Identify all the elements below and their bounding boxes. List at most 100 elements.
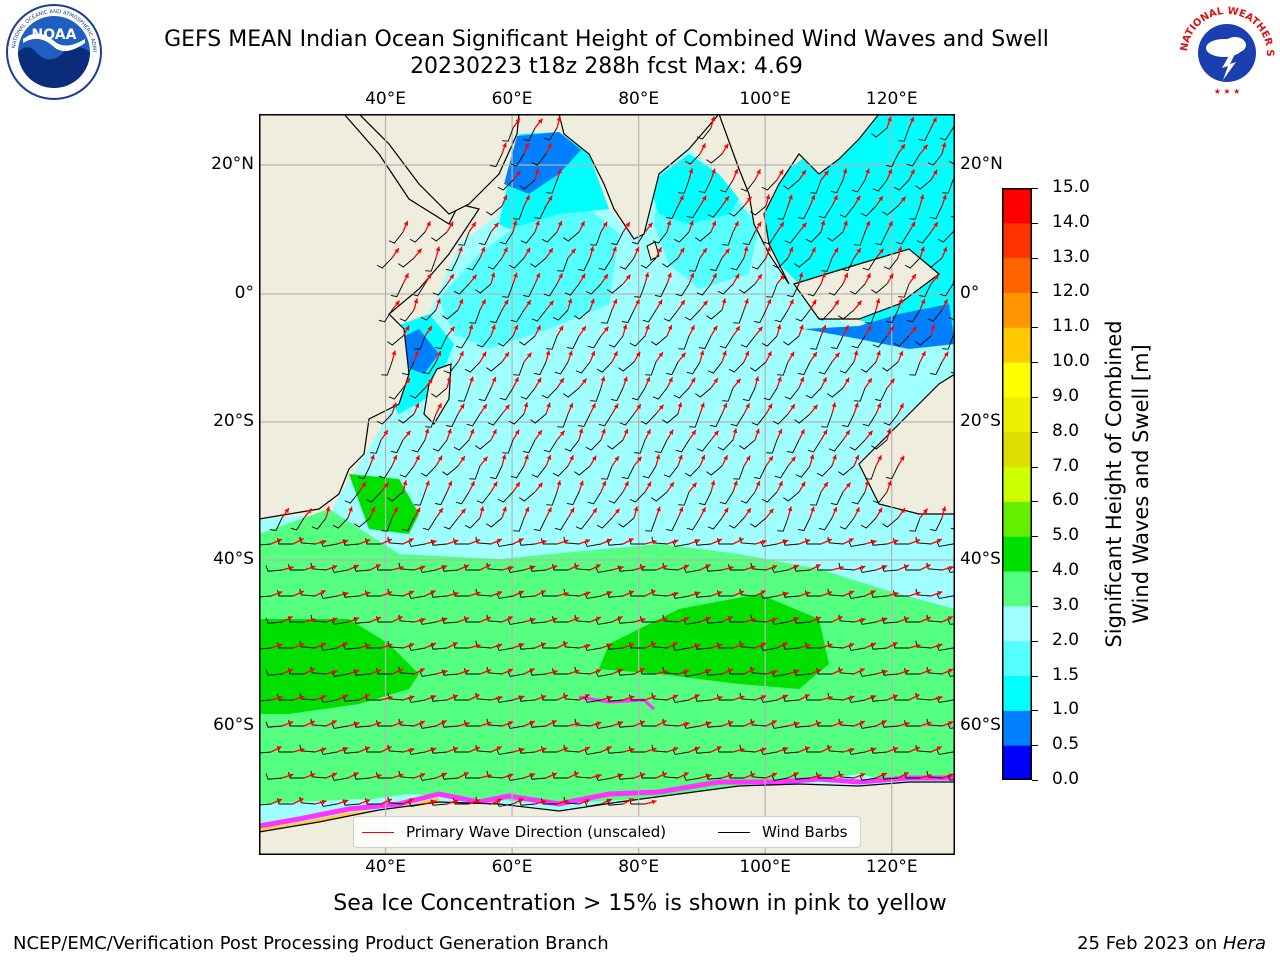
wind-barb — [445, 413, 459, 428]
wave-direction-arrowhead — [826, 538, 832, 544]
wave-direction-arrowhead — [699, 350, 705, 356]
wave-direction-arrowhead — [832, 506, 838, 512]
wind-barb — [464, 517, 481, 529]
wind-barb — [782, 591, 800, 598]
wave-direction-arrowhead — [701, 195, 707, 201]
colorbar-tick-label: 3.0 — [1052, 594, 1080, 615]
wave-direction-arrowhead — [644, 272, 650, 278]
wind-barb — [320, 696, 338, 703]
wind-barb — [783, 335, 800, 346]
wave-direction-arrowhead — [288, 721, 294, 726]
wave-direction-arrowhead — [689, 272, 695, 278]
wind-barb — [507, 670, 525, 677]
wave-direction-arrowhead — [459, 351, 464, 357]
wave-direction-arrowhead — [459, 403, 465, 409]
wave-direction-arrowhead — [392, 402, 397, 408]
wave-direction-arrowhead — [471, 274, 477, 280]
wind-barb — [621, 309, 635, 324]
wind-barb — [839, 517, 855, 530]
wind-barb — [265, 617, 283, 624]
colorbar-label-line2: Wind Waves and Swell [m] — [1129, 344, 1153, 624]
wind-barb — [851, 335, 866, 349]
wave-direction-legend-line — [362, 832, 394, 833]
wave-direction-arrowhead — [783, 591, 789, 597]
wave-direction-arrowhead — [437, 455, 443, 461]
wind-barb — [672, 644, 690, 651]
wave-direction-arrowhead — [921, 351, 926, 357]
wave-direction-arrowhead — [386, 746, 392, 751]
wave-direction-arrowhead — [491, 376, 497, 382]
wave-direction-arrowhead — [607, 591, 613, 596]
wave-direction-arrowhead — [900, 196, 906, 202]
wind-barb — [353, 721, 371, 728]
wave-direction-arrowhead — [590, 350, 596, 356]
wave-direction-arrowhead — [669, 482, 674, 488]
wind-barb — [398, 413, 415, 424]
wave-direction-arrowhead — [502, 506, 507, 512]
wave-direction-arrowhead — [581, 326, 586, 332]
wave-direction-arrowhead — [424, 428, 430, 434]
wind-barb — [707, 517, 723, 530]
wave-direction-arrowhead — [365, 643, 371, 649]
wave-direction-arrowhead — [614, 508, 620, 514]
colorbar-bin — [1002, 327, 1032, 363]
wave-direction-arrowhead — [859, 668, 865, 673]
wind-barb — [797, 517, 811, 532]
wind-barb — [909, 361, 921, 376]
latitude-tick-label-right: 20°S — [960, 411, 1001, 431]
wind-barb — [499, 387, 514, 401]
wave-direction-arrowhead — [710, 480, 716, 486]
wave-direction-arrowhead — [496, 746, 502, 751]
wave-direction-arrowhead — [810, 194, 816, 200]
wind-barb — [476, 491, 492, 504]
wave-direction-arrowhead — [761, 747, 767, 752]
wind-barb — [859, 566, 877, 573]
wind-barb — [564, 439, 580, 452]
wave-direction-arrowhead — [650, 590, 656, 595]
wave-direction-arrowhead — [277, 591, 283, 596]
wave-direction-arrowhead — [856, 300, 862, 306]
wave-direction-arrowhead — [711, 220, 717, 226]
wind-barb — [590, 387, 602, 402]
wind-barb — [530, 257, 547, 268]
wave-direction-arrowhead — [793, 772, 799, 777]
colorbar-bin — [1002, 745, 1032, 780]
wave-direction-arrowhead — [470, 481, 475, 487]
wave-direction-arrowhead — [845, 482, 851, 488]
wave-direction-arrowhead — [404, 325, 410, 331]
wave-direction-arrowhead — [702, 248, 707, 254]
wind-barb — [598, 257, 613, 271]
colorbar-tick-mark — [1032, 710, 1038, 712]
wind-barb — [750, 517, 767, 528]
wave-direction-arrowhead — [810, 506, 815, 512]
wave-direction-arrowhead — [822, 429, 828, 435]
wave-direction-arrowhead — [768, 508, 774, 514]
wave-direction-arrowhead — [662, 617, 668, 622]
wave-direction-arrowhead — [596, 721, 602, 726]
wave-direction-arrowhead — [754, 376, 760, 382]
wave-direction-arrowhead — [809, 454, 815, 460]
wave-direction-arrowhead — [633, 506, 639, 512]
wave-direction-arrowhead — [625, 222, 630, 228]
colorbar — [1002, 188, 1032, 780]
wave-direction-arrowhead — [453, 747, 459, 752]
wind-barb — [290, 517, 305, 531]
wind-barb — [595, 566, 613, 573]
wind-barb — [709, 413, 723, 428]
wind-barb — [619, 413, 635, 426]
wave-direction-arrows — [270, 116, 955, 805]
wave-direction-arrowhead — [844, 377, 850, 383]
wave-direction-arrowhead — [508, 565, 514, 571]
colorbar-bin — [1002, 396, 1032, 433]
wave-direction-arrowhead — [562, 694, 568, 700]
wind-barb — [665, 517, 679, 532]
wind-barb — [872, 491, 888, 504]
wind-barb — [376, 257, 393, 269]
wind-barb — [425, 413, 437, 428]
wave-direction-arrowhead — [569, 455, 574, 461]
wave-direction-arrowhead — [789, 351, 795, 357]
wind-barb — [259, 543, 272, 546]
wind-barb — [554, 361, 569, 375]
wind-barb — [518, 799, 536, 806]
wave-direction-arrowhead — [887, 480, 892, 486]
